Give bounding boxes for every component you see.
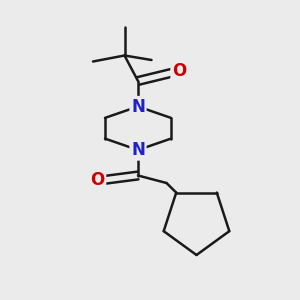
Text: O: O <box>172 62 186 80</box>
Text: O: O <box>90 171 105 189</box>
Text: N: N <box>131 98 145 116</box>
Text: N: N <box>131 141 145 159</box>
